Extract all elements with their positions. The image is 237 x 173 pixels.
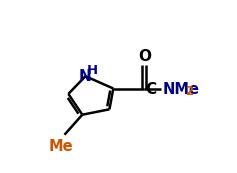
Text: N: N xyxy=(78,69,91,84)
Text: Me: Me xyxy=(49,139,74,154)
Text: O: O xyxy=(138,49,151,64)
Text: H: H xyxy=(87,64,98,77)
Text: 2: 2 xyxy=(185,85,194,98)
Text: NMe: NMe xyxy=(163,82,200,97)
Text: C: C xyxy=(145,82,156,97)
